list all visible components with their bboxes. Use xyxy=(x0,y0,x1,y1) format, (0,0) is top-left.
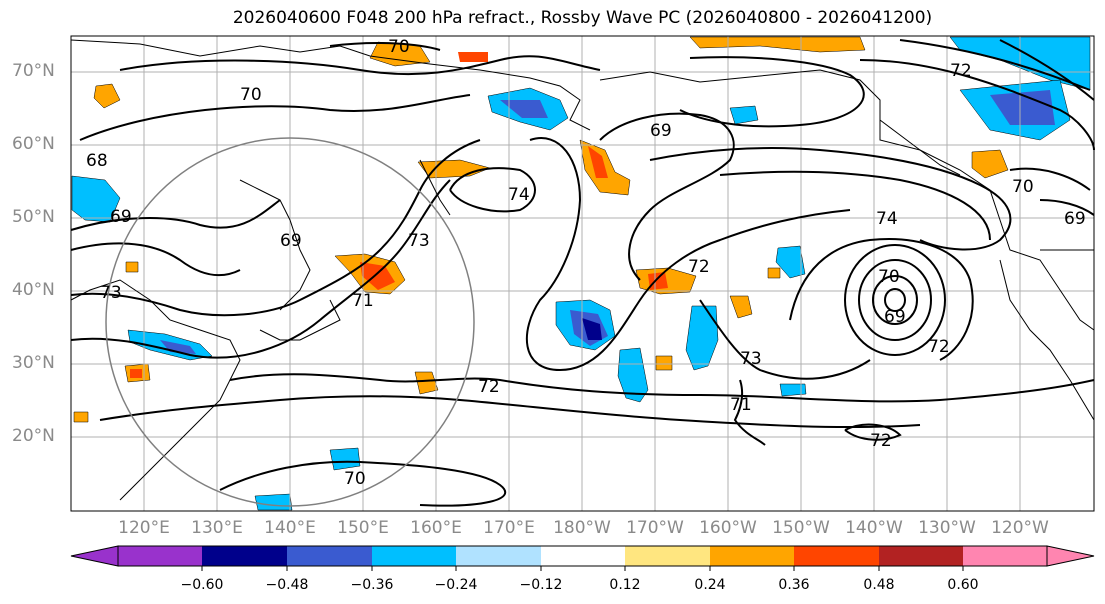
lon-label: 120°E xyxy=(118,518,170,538)
lon-label: 120°W xyxy=(991,518,1049,538)
contour-label-group: 70 70 68 69 73 69 73 74 69 72 74 70 69 7… xyxy=(86,37,1086,489)
colorbar-swatch xyxy=(625,546,710,566)
lon-label: 160°W xyxy=(699,518,757,538)
colorbar-swatch xyxy=(541,546,625,566)
coastlines xyxy=(70,39,1095,501)
lon-label: 150°E xyxy=(337,518,389,538)
lat-label-20n: 20°N xyxy=(12,426,55,446)
contour-label: 72 xyxy=(478,377,500,397)
contour-label: 69 xyxy=(110,207,132,227)
map-frame xyxy=(70,35,1095,512)
colorbar-tick-label: 0.60 xyxy=(947,577,979,593)
colorbar-tick-label: 0.12 xyxy=(609,577,641,593)
colorbar-extend-max xyxy=(1046,545,1095,567)
lon-label: 150°W xyxy=(772,518,830,538)
contour-label: 70 xyxy=(878,267,900,287)
colorbar-swatch xyxy=(118,546,202,566)
lon-label: 180°W xyxy=(553,518,611,538)
lon-label: 160°E xyxy=(410,518,462,538)
lon-label: 170°E xyxy=(483,518,535,538)
contour-label: 72 xyxy=(870,431,892,451)
contour-label: 72 xyxy=(928,337,950,357)
lat-label-30n: 30°N xyxy=(12,353,55,373)
lat-label-50n: 50°N xyxy=(12,207,55,227)
contour-label: 68 xyxy=(86,151,108,171)
contour-label: 72 xyxy=(688,257,710,277)
contour-label: 73 xyxy=(740,349,762,369)
colorbar-tick-label: −0.24 xyxy=(434,577,478,593)
colorbar-swatch xyxy=(202,546,287,566)
lon-label: 170°W xyxy=(626,518,684,538)
colorbar-tick-label: −0.48 xyxy=(265,577,309,593)
contour-lines xyxy=(70,39,1095,507)
contour-label: 70 xyxy=(344,469,366,489)
lon-label: 140°E xyxy=(264,518,316,538)
lat-label-40n: 40°N xyxy=(12,280,55,300)
colorbar-swatch xyxy=(794,546,879,566)
contour-label: 73 xyxy=(100,283,122,303)
lat-label-60n: 60°N xyxy=(12,134,55,154)
contour-label: 70 xyxy=(388,37,410,57)
contour-label: 72 xyxy=(950,61,972,81)
colorbar-tick-label: 0.24 xyxy=(694,577,726,593)
colorbar-swatch xyxy=(287,546,372,566)
contour-label: 73 xyxy=(408,231,430,251)
colorbar-tick-label: 0.36 xyxy=(778,577,810,593)
map-title: 2026040600 F048 200 hPa refract., Rossby… xyxy=(232,8,933,28)
contour-label: 74 xyxy=(876,209,898,229)
colorbar-tick-label: −0.12 xyxy=(519,577,563,593)
colorbar-tick-label: −0.36 xyxy=(350,577,394,593)
colorbar xyxy=(70,545,1095,571)
colorbar-extend-min xyxy=(70,545,119,567)
colorbar-swatch xyxy=(879,546,963,566)
colorbar-swatch xyxy=(963,546,1047,566)
contour-label: 69 xyxy=(884,307,906,327)
contour-label: 69 xyxy=(1064,209,1086,229)
colorbar-tick-label: 0.48 xyxy=(863,577,895,593)
lat-label-70n: 70°N xyxy=(12,61,55,81)
contour-label: 69 xyxy=(650,121,672,141)
lon-label: 130°E xyxy=(191,518,243,538)
contour-label: 69 xyxy=(280,231,302,251)
contour-label: 70 xyxy=(1012,177,1034,197)
colorbar-swatch xyxy=(372,546,456,566)
colorbar-swatch xyxy=(456,546,541,566)
contour-label: 71 xyxy=(352,291,374,311)
contour-label: 74 xyxy=(508,185,530,205)
colorbar-swatch xyxy=(710,546,794,566)
lon-label: 130°W xyxy=(918,518,976,538)
contour-label: 71 xyxy=(730,395,752,415)
contour-label: 70 xyxy=(240,85,262,105)
colorbar-tick-label: −0.60 xyxy=(180,577,224,593)
lon-label: 140°W xyxy=(845,518,903,538)
region-circle xyxy=(105,137,475,507)
